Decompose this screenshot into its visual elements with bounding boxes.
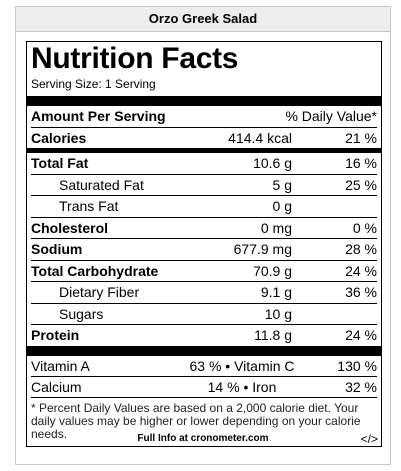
cronometer-link[interactable]: Full Info at cronometer.com [137,433,269,444]
mineral-name: Calcium [31,378,82,395]
nutrient-amount: 677.9 mg [233,241,292,258]
row-saturated-fat: Saturated Fat 5 g 25 % [31,175,377,196]
serving-size: Serving Size: 1 Serving [31,77,156,91]
nutrient-amount: 70.9 g [253,262,292,279]
row-calcium-iron: Calcium 14 % • Iron 32 % [31,377,377,398]
row-calories: Calories 414.4 kcal 21 % [31,128,377,149]
nutrient-amount: 11.8 g [254,327,292,344]
nutrient-name: Total Carbohydrate [31,262,159,279]
nutrient-amount: 0 mg [260,219,292,236]
daily-value-footnote: * Percent Daily Values are based on a 2,… [31,400,361,441]
nutrient-dv: 16 % [345,155,377,172]
nutrient-amount: 5 g [272,176,292,193]
nutrient-dv: 25 % [345,176,377,193]
nutrient-amount: 0 g [272,198,292,215]
nutrient-name: Sugars [59,305,104,322]
daily-value-header: % Daily Value* [285,108,377,125]
row-vitamin-a-c: Vitamin A 63 % • Vitamin C 130 % [31,356,377,377]
nutrient-name: Cholesterol [31,219,109,236]
nutrition-card: Orzo Greek Salad Nutrition Facts Serving… [15,6,391,465]
row-total-carbohydrate: Total Carbohydrate 70.9 g 24 % [31,261,377,282]
divider-thick [27,345,381,356]
nutrition-facts-heading: Nutrition Facts [31,42,239,75]
nutrient-name: Total Fat [31,155,89,172]
nutrient-name: Sodium [31,241,83,258]
nutrient-name: Dietary Fiber [59,284,140,301]
nutrient-dv: 28 % [345,241,377,258]
divider-medium [27,148,381,153]
recipe-title: Orzo Greek Salad [16,7,390,32]
nutrient-dv: 0 % [352,219,377,236]
nutrient-name: Protein [31,327,80,344]
vitamin-name: Vitamin A [31,357,90,374]
row-total-fat: Total Fat 10.6 g 16 % [31,153,377,175]
mineral-middle: 14 % • Iron [207,378,277,395]
nutrient-name: Saturated Fat [59,176,144,193]
nutrient-amount: 9.1 g [260,284,292,301]
vitamin-middle: 63 % • Vitamin C [189,357,295,374]
card-footer: Full Info at cronometer.com </> [16,432,390,446]
row-protein: Protein 11.8 g 24 % [31,325,377,346]
nutrient-dv: 21 % [345,129,377,146]
row-trans-fat: Trans Fat 0 g [31,196,377,218]
nutrient-dv: 24 % [345,327,377,344]
nutrient-amount: 10 g [264,305,292,322]
nutrient-dv: 36 % [345,284,377,301]
row-cholesterol: Cholesterol 0 mg 0 % [31,218,377,239]
row-sodium: Sodium 677.9 mg 28 % [31,239,377,261]
amount-per-serving-label: Amount Per Serving [31,108,166,125]
nutrient-name: Calories [31,129,87,146]
row-sugars: Sugars 10 g [31,304,377,325]
nutrient-name: Trans Fat [59,198,119,215]
vitamin-dv: 130 % [337,357,377,374]
nutrition-label: Nutrition Facts Serving Size: 1 Serving … [26,41,382,447]
embed-code-icon[interactable]: </> [360,432,378,446]
divider-thick [27,96,381,106]
mineral-dv: 32 % [345,378,377,395]
nutrient-dv: 24 % [345,262,377,279]
nutrient-amount: 414.4 kcal [228,129,292,146]
row-dietary-fiber: Dietary Fiber 9.1 g 36 % [31,282,377,304]
amount-header-row: Amount Per Serving % Daily Value* [31,106,377,128]
nutrient-amount: 10.6 g [253,155,292,172]
